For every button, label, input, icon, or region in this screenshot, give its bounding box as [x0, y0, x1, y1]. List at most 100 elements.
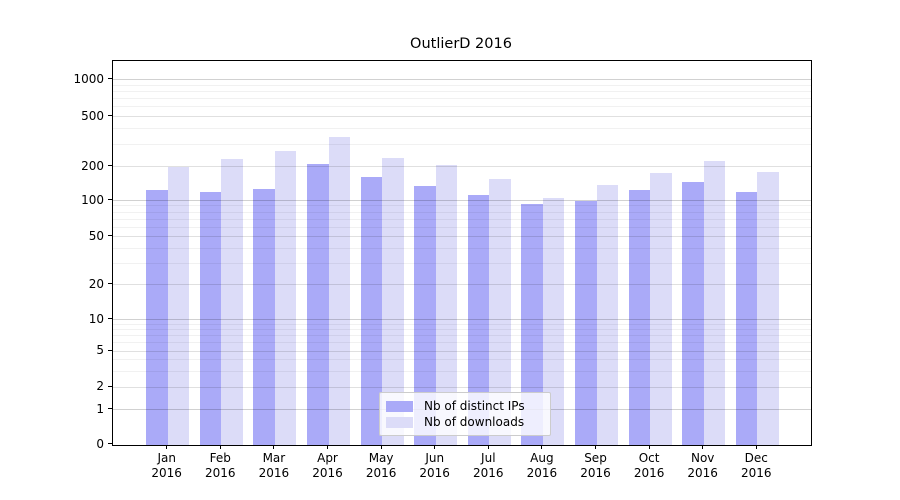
- gridline: [113, 236, 811, 237]
- y-tick-mark: [108, 283, 112, 285]
- gridline: [113, 329, 811, 331]
- x-tick-mark: [594, 444, 597, 449]
- bar-downloads: [167, 166, 190, 445]
- gridline: [113, 218, 811, 220]
- y-tick-label: 20: [88, 276, 104, 291]
- gridline: [113, 205, 811, 207]
- gridline: [113, 200, 811, 201]
- y-tick-label: 100: [81, 192, 104, 207]
- bar-distinct-ips: [682, 182, 704, 445]
- y-tick-mark: [108, 349, 112, 351]
- y-tick-label: 5: [96, 343, 104, 357]
- gridline: [113, 342, 811, 344]
- y-tick-label: 50: [88, 228, 104, 243]
- x-tick-label: Aug 2016: [526, 451, 558, 480]
- gridline: [113, 166, 811, 167]
- x-tick-label: Jun 2016: [419, 451, 450, 480]
- x-tick-label: Mar 2016: [258, 451, 290, 480]
- bar-downloads: [596, 185, 618, 445]
- gridline: [113, 323, 811, 325]
- bar-downloads: [757, 171, 779, 445]
- legend-swatch-distinct-ips: [386, 400, 413, 412]
- bar-downloads: [703, 160, 726, 445]
- bar-distinct-ips: [521, 204, 543, 445]
- gridline: [113, 359, 811, 361]
- gridline: [113, 116, 811, 117]
- x-tick-label: Jan 2016: [151, 451, 182, 480]
- bar-distinct-ips: [199, 192, 222, 445]
- gridline: [113, 106, 811, 108]
- x-tick-label: Nov 2016: [687, 451, 718, 480]
- y-tick-label: 500: [81, 108, 104, 123]
- gridline: [113, 211, 811, 213]
- y-tick-mark: [108, 115, 112, 117]
- bar-downloads: [382, 158, 404, 445]
- y-tick-mark: [108, 235, 112, 237]
- x-tick-label: May 2016: [365, 451, 397, 480]
- gridline: [113, 128, 811, 130]
- x-tick-mark: [166, 444, 168, 449]
- bar-distinct-ips: [628, 189, 651, 445]
- bar-downloads: [274, 151, 297, 445]
- bar-downloads: [221, 158, 243, 445]
- x-tick-mark: [380, 444, 382, 449]
- x-tick-mark: [755, 444, 757, 449]
- x-tick-label: Feb 2016: [205, 451, 236, 480]
- gridline: [113, 350, 811, 352]
- gridline: [113, 226, 811, 228]
- legend: Nb of distinct IPs Nb of downloads: [379, 392, 551, 436]
- gridline: [113, 335, 811, 337]
- gridline: [113, 247, 811, 249]
- bar-downloads: [650, 172, 672, 445]
- y-tick-label: 200: [81, 158, 104, 173]
- legend-label-distinct-ips: Nb of distinct IPs: [424, 399, 525, 413]
- x-tick-mark: [219, 444, 221, 449]
- gridline: [113, 386, 811, 388]
- bar-downloads: [489, 179, 511, 445]
- gridline: [113, 262, 811, 264]
- plot-area: [112, 59, 812, 446]
- y-tick-mark: [108, 165, 112, 167]
- bar-distinct-ips: [735, 191, 758, 445]
- x-tick-label: Jul 2016: [473, 451, 504, 480]
- bar-distinct-ips: [307, 163, 329, 445]
- x-tick-mark: [326, 444, 329, 449]
- bar-downloads: [435, 164, 458, 445]
- gridline: [113, 319, 811, 320]
- y-tick-mark: [108, 199, 112, 201]
- y-tick-mark: [108, 385, 112, 387]
- x-tick-mark: [273, 444, 275, 449]
- x-tick-label: Dec 2016: [741, 451, 772, 480]
- bar-distinct-ips: [414, 185, 436, 445]
- bar-downloads: [328, 136, 350, 445]
- x-tick-mark: [702, 444, 704, 449]
- bar-distinct-ips: [360, 177, 383, 445]
- y-tick-label: 0: [96, 436, 104, 451]
- gridline: [113, 284, 811, 285]
- y-tick-label: 10: [88, 311, 104, 326]
- x-tick-label: Oct 2016: [633, 451, 665, 480]
- gridline: [113, 98, 811, 100]
- legend-item-distinct-ips: Nb of distinct IPs: [386, 398, 542, 414]
- bar-distinct-ips: [575, 201, 597, 445]
- legend-item-downloads: Nb of downloads: [386, 414, 542, 430]
- x-tick-label: Sep 2016: [580, 451, 611, 480]
- bar-distinct-ips: [146, 189, 168, 445]
- gridline: [113, 370, 811, 372]
- bar-distinct-ips: [467, 194, 490, 445]
- x-tick-label: Apr 2016: [312, 451, 343, 480]
- y-tick-mark: [108, 408, 112, 410]
- x-tick-mark: [487, 444, 489, 449]
- x-tick-mark: [648, 444, 650, 449]
- gridline: [113, 84, 811, 86]
- y-tick-mark: [108, 318, 112, 320]
- y-tick-label: 1000: [73, 71, 104, 86]
- legend-swatch-downloads: [386, 416, 413, 428]
- y-tick-mark: [108, 78, 112, 80]
- gridline: [113, 79, 811, 80]
- y-tick-label: 1: [96, 401, 104, 416]
- legend-label-downloads: Nb of downloads: [424, 415, 525, 429]
- chart-title: OutlierD 2016: [410, 36, 512, 52]
- y-tick-label: 2: [96, 379, 104, 393]
